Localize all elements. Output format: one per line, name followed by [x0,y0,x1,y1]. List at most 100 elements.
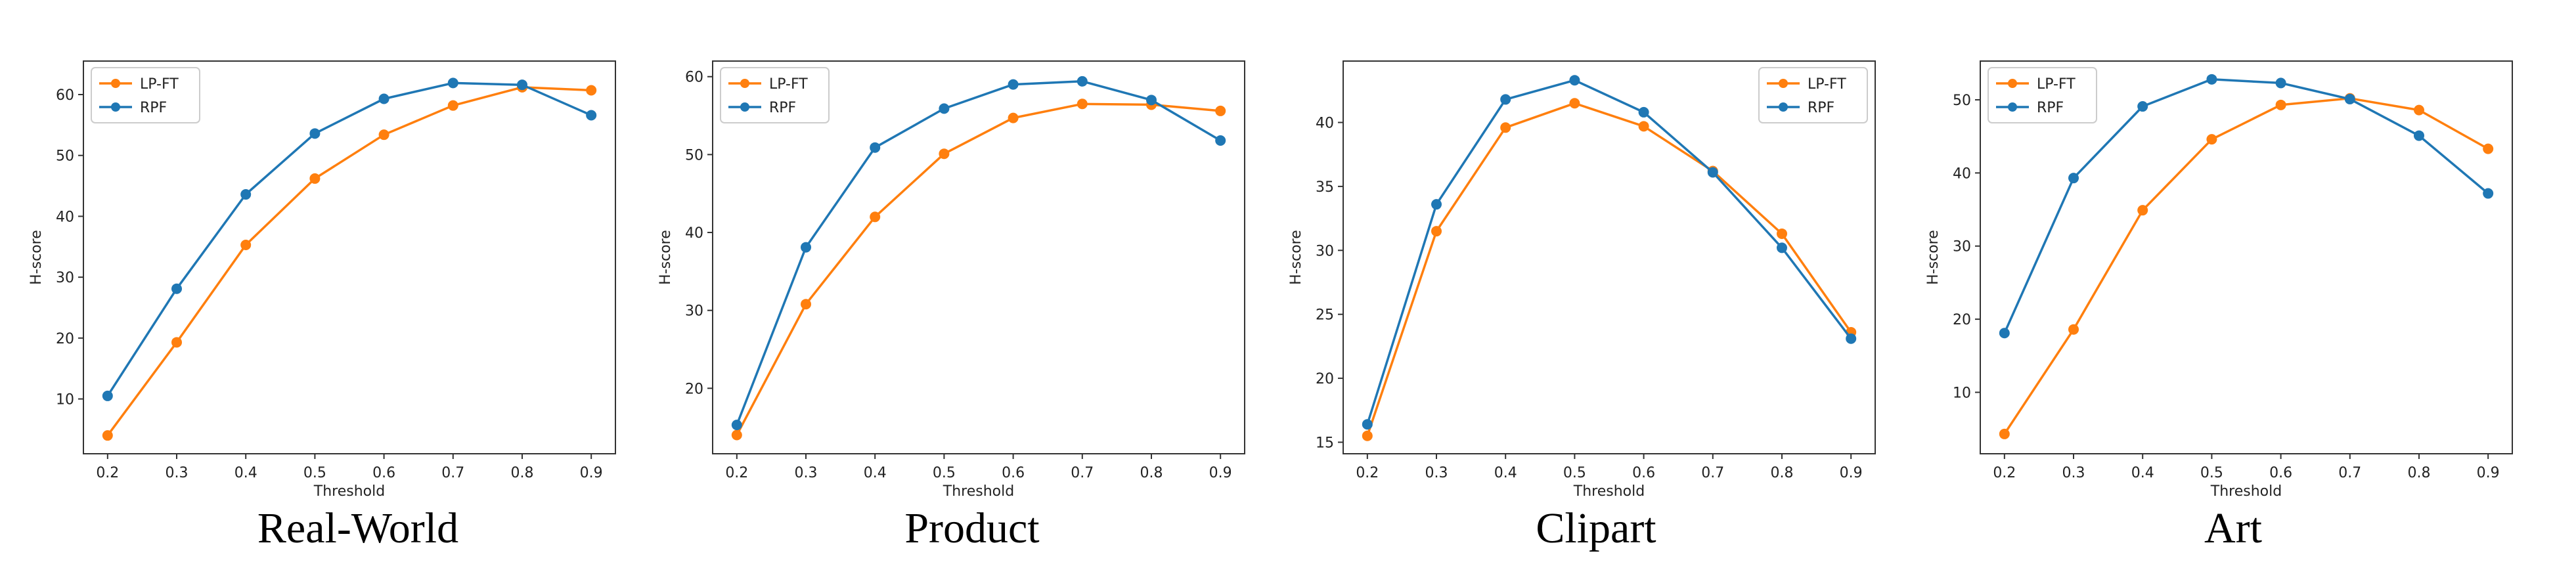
x-tick-label: 0.3 [2062,465,2085,481]
y-tick-label: 10 [1953,385,1971,401]
x-tick-label: 0.8 [1140,465,1163,481]
data-point-rpf [1077,76,1088,87]
data-point-rpf [378,93,389,104]
data-point-lp-ft [2206,134,2217,145]
data-point-lp-ft [1431,226,1442,237]
x-tick-label: 0.9 [580,465,603,481]
data-point-rpf [102,390,113,401]
legend-label-lp-ft: LP-FT [1808,76,1846,93]
x-tick-label: 0.5 [933,465,956,481]
x-tick-label: 0.4 [234,465,257,481]
x-axis-label: Threshold [943,483,1014,500]
x-tick-label: 0.4 [1494,465,1517,481]
series-line-lp-ft [2003,97,2489,435]
y-axis-label: H-score [1925,230,1942,285]
data-point-lp-ft [870,211,881,223]
series-line-lp-ft [106,86,592,437]
legend-marker-lp-ft [111,79,120,88]
x-tick-label: 0.5 [1563,465,1586,481]
data-point-lp-ft [102,430,113,441]
x-tick-label: 0.8 [1770,465,1793,481]
y-tick-label: 10 [56,392,74,408]
data-point-rpf [586,110,597,121]
legend-marker-lp-ft [1779,79,1788,88]
legend-label-lp-ft: LP-FT [769,76,808,93]
x-tick-label: 0.6 [372,465,395,481]
data-point-lp-ft [801,299,812,310]
chart-2: 0.2 0.3 0.4 0.5 0.6 0.7 0.8 0.9 15 20 25 30 35 40 Thre… [1288,60,1876,500]
x-tick-label: 0.7 [1071,465,1094,481]
data-point-lp-ft [2068,324,2079,335]
chart-3: 0.2 0.3 0.4 0.5 0.6 0.7 0.8 0.9 10 20 30 40 50 Thresh… [1925,60,2513,500]
series-line-rpf [736,80,1222,426]
x-tick-label: 0.7 [441,465,464,481]
y-tick-label: 40 [685,225,703,242]
data-point-lp-ft [1008,112,1019,123]
data-point-rpf [2137,101,2148,112]
x-tick-label: 0.8 [2407,465,2430,481]
y-tick-label: 20 [56,331,74,347]
legend-label-rpf: RPF [1808,100,1834,116]
data-point-lp-ft [1638,121,1649,132]
data-point-lp-ft [171,337,183,348]
plot-frame [83,60,616,454]
data-point-rpf [1569,75,1580,86]
data-point-rpf [1776,242,1787,253]
y-tick-label: 50 [1953,93,1971,109]
caption-clipart: Clipart [1536,504,1656,552]
chart-1: 0.2 0.3 0.4 0.5 0.6 0.7 0.8 0.9 20 30 40 50 60 Thresh… [657,60,1245,500]
legend-label-lp-ft: LP-FT [2037,76,2076,93]
y-tick-label: 50 [56,148,74,165]
legend-marker-rpf [740,102,749,112]
data-point-lp-ft [240,239,252,250]
plot-frame [1343,60,1876,454]
data-point-rpf [1999,328,2010,339]
data-point-rpf [1707,167,1718,178]
x-tick-label: 0.6 [2269,465,2292,481]
data-point-rpf [2275,77,2286,89]
data-point-rpf [309,128,321,139]
data-point-lp-ft [1569,98,1580,109]
y-tick-label: 25 [1316,307,1334,324]
x-tick-label: 0.3 [166,465,189,481]
y-tick-label: 60 [56,87,74,104]
x-tick-label: 0.3 [795,465,818,481]
y-axis-label: H-score [657,230,674,285]
x-tick-label: 0.9 [1209,465,1232,481]
chart-0: 0.2 0.3 0.4 0.5 0.6 0.7 0.8 0.9 10 20 30 40 50 60 Thre… [28,60,616,500]
series-line-lp-ft [1366,102,1852,437]
data-point-rpf [1145,95,1157,106]
plot-frame [1980,60,2513,454]
x-tick-label: 0.7 [1701,465,1724,481]
series-line-rpf [106,81,592,397]
data-point-lp-ft [309,173,321,184]
legend-label-rpf: RPF [2037,100,2064,116]
caption-real-world: Real-World [257,504,459,552]
data-point-lp-ft [2483,143,2494,154]
x-tick-label: 0.2 [1356,465,1379,481]
x-tick-label: 0.9 [1840,465,1863,481]
x-axis-label: Threshold [2210,483,2282,500]
data-point-lp-ft [731,429,742,441]
x-tick-label: 0.2 [1993,465,2016,481]
data-point-lp-ft [1999,428,2010,439]
legend-label-rpf: RPF [769,100,796,116]
data-point-rpf [516,79,527,91]
data-point-rpf [731,420,742,431]
y-tick-label: 50 [685,147,703,164]
y-tick-label: 20 [685,381,703,397]
x-tick-label: 0.6 [1002,465,1025,481]
y-tick-label: 15 [1316,435,1334,451]
data-point-rpf [2068,173,2079,184]
caption-product: Product [904,504,1040,552]
data-point-rpf [2483,188,2494,199]
x-tick-label: 0.6 [1632,465,1655,481]
data-point-rpf [939,103,950,114]
y-tick-label: 35 [1316,179,1334,196]
x-tick-label: 0.7 [2338,465,2361,481]
data-point-rpf [1362,419,1373,430]
data-point-lp-ft [2137,205,2148,216]
series-line-rpf [2003,78,2489,334]
data-point-lp-ft [378,129,389,141]
